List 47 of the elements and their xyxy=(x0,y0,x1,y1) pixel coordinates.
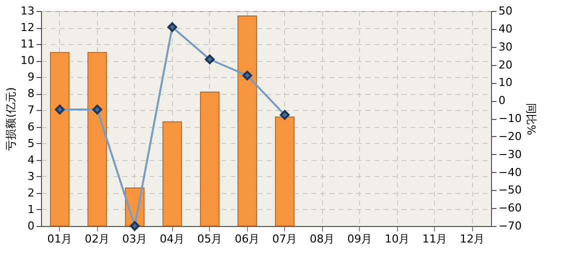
y2-tick-label: 10 xyxy=(498,76,512,90)
y-tick-label: 13 xyxy=(20,4,34,18)
y-tick-label: 0 xyxy=(28,220,34,232)
y2-tick-label: 50 xyxy=(498,4,512,18)
x-tick-label: 01月 xyxy=(47,232,72,246)
y-tick-label: 4 xyxy=(28,153,34,166)
bar xyxy=(200,92,220,226)
y-axis-title: 亏损额(亿元) xyxy=(4,87,18,151)
x-tick-label: 08月 xyxy=(310,232,335,246)
bar xyxy=(162,121,182,226)
bar xyxy=(237,16,258,226)
x-tick-label: 05月 xyxy=(197,232,222,246)
y2-tick-label: −10 xyxy=(498,112,522,125)
y2-tick-label: 20 xyxy=(498,58,512,72)
y-tick-label: 6 xyxy=(28,120,34,134)
x-tick-label: 07月 xyxy=(272,232,298,246)
x-tick-label: 02月 xyxy=(84,232,110,246)
x-tick-label: 06月 xyxy=(234,232,260,246)
y2-tick-label: −30 xyxy=(498,148,522,161)
y2-axis-title: 同比% xyxy=(524,102,538,136)
y-tick-label: 1 xyxy=(28,202,34,216)
y-tick-label: 11 xyxy=(20,38,34,51)
y2-tick-label: 30 xyxy=(498,40,512,54)
x-tick-label: 10月 xyxy=(384,232,410,246)
y-tick-label: 12 xyxy=(20,21,34,34)
bar xyxy=(274,116,295,226)
x-tick-label: 11月 xyxy=(422,232,448,246)
y-tick-label: 7 xyxy=(28,104,34,117)
y2-tick-label: −60 xyxy=(498,202,522,215)
bar xyxy=(50,52,70,226)
y2-tick-label: −20 xyxy=(498,130,522,143)
y2-tick-label: −40 xyxy=(498,166,522,179)
x-tick-label: 03月 xyxy=(122,232,148,246)
y2-tick-label: 0 xyxy=(498,94,506,108)
y-tick-label: 5 xyxy=(28,136,34,150)
y-tick-label: 2 xyxy=(28,186,34,200)
y-tick-label: 3 xyxy=(28,170,34,183)
x-tick-label: 04月 xyxy=(160,232,185,246)
y-tick-label: 9 xyxy=(28,70,34,84)
y2-tick-label: −50 xyxy=(498,184,522,197)
y-tick-label: 8 xyxy=(28,87,34,100)
y-tick-label: 10 xyxy=(20,54,34,68)
bar xyxy=(87,52,108,226)
y2-tick-label: 40 xyxy=(498,22,512,36)
x-tick-label: 12月 xyxy=(460,232,485,246)
y2-tick-label: −70 xyxy=(498,220,522,232)
x-tick-label: 09月 xyxy=(347,232,372,246)
